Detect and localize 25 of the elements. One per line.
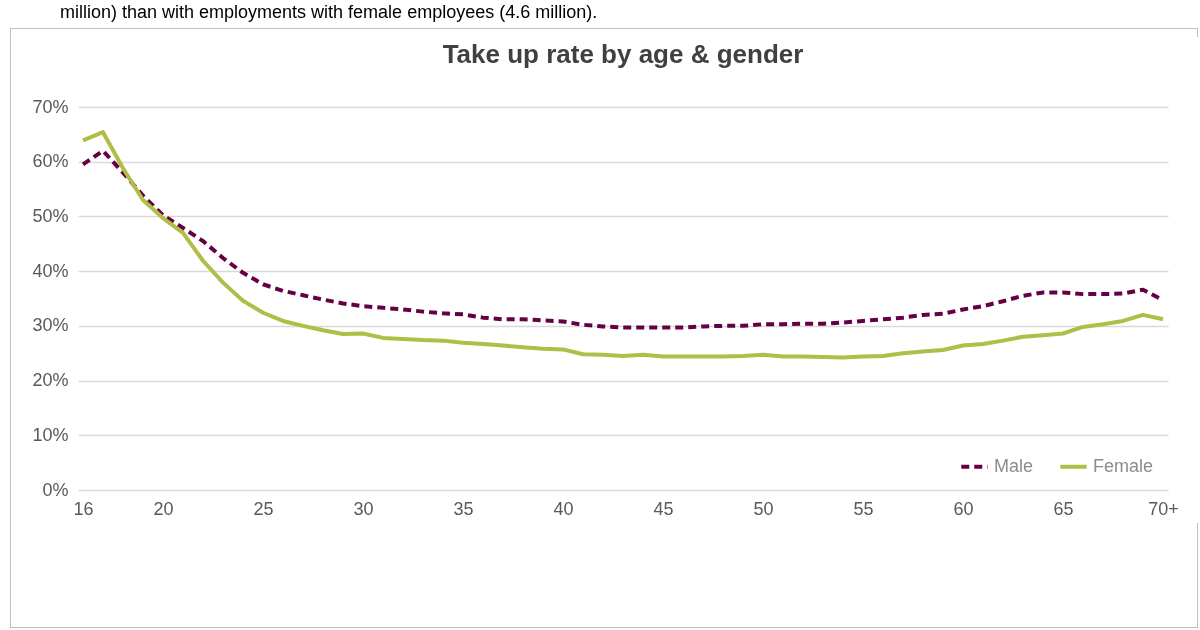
y-tick-label: 30% bbox=[32, 315, 69, 336]
y-tick-label: 50% bbox=[32, 205, 69, 226]
x-tick-label: 45 bbox=[653, 498, 674, 519]
chart-title: Take up rate by age & gender bbox=[442, 39, 804, 69]
x-tick-label: 50 bbox=[753, 498, 774, 519]
y-tick-label: 60% bbox=[32, 151, 69, 172]
x-tick-label: 35 bbox=[453, 498, 474, 519]
y-tick-label: 20% bbox=[32, 370, 69, 391]
line-series bbox=[81, 130, 1165, 360]
y-tick-label: 10% bbox=[32, 424, 69, 445]
x-tick-label: 25 bbox=[253, 498, 274, 519]
legend-label: Female bbox=[1093, 455, 1154, 476]
x-tick-label: 70+ bbox=[1148, 498, 1179, 519]
x-tick-label: 60 bbox=[953, 498, 974, 519]
x-tick-label: 20 bbox=[153, 498, 174, 519]
text: million) than with employments with female employees (4.6 million). bbox=[60, 2, 598, 23]
x-tick-label: 30 bbox=[353, 498, 374, 519]
x-tick-label: 65 bbox=[1053, 498, 1074, 519]
y-tick-label: 0% bbox=[42, 479, 69, 500]
y-tick-label: 70% bbox=[32, 96, 69, 117]
x-tick-label: 16 bbox=[73, 498, 94, 519]
y-tick-label: 40% bbox=[32, 260, 69, 281]
x-tick-label: 55 bbox=[853, 498, 874, 519]
legend-label: Male bbox=[994, 455, 1034, 476]
x-tick-label: 40 bbox=[553, 498, 574, 519]
